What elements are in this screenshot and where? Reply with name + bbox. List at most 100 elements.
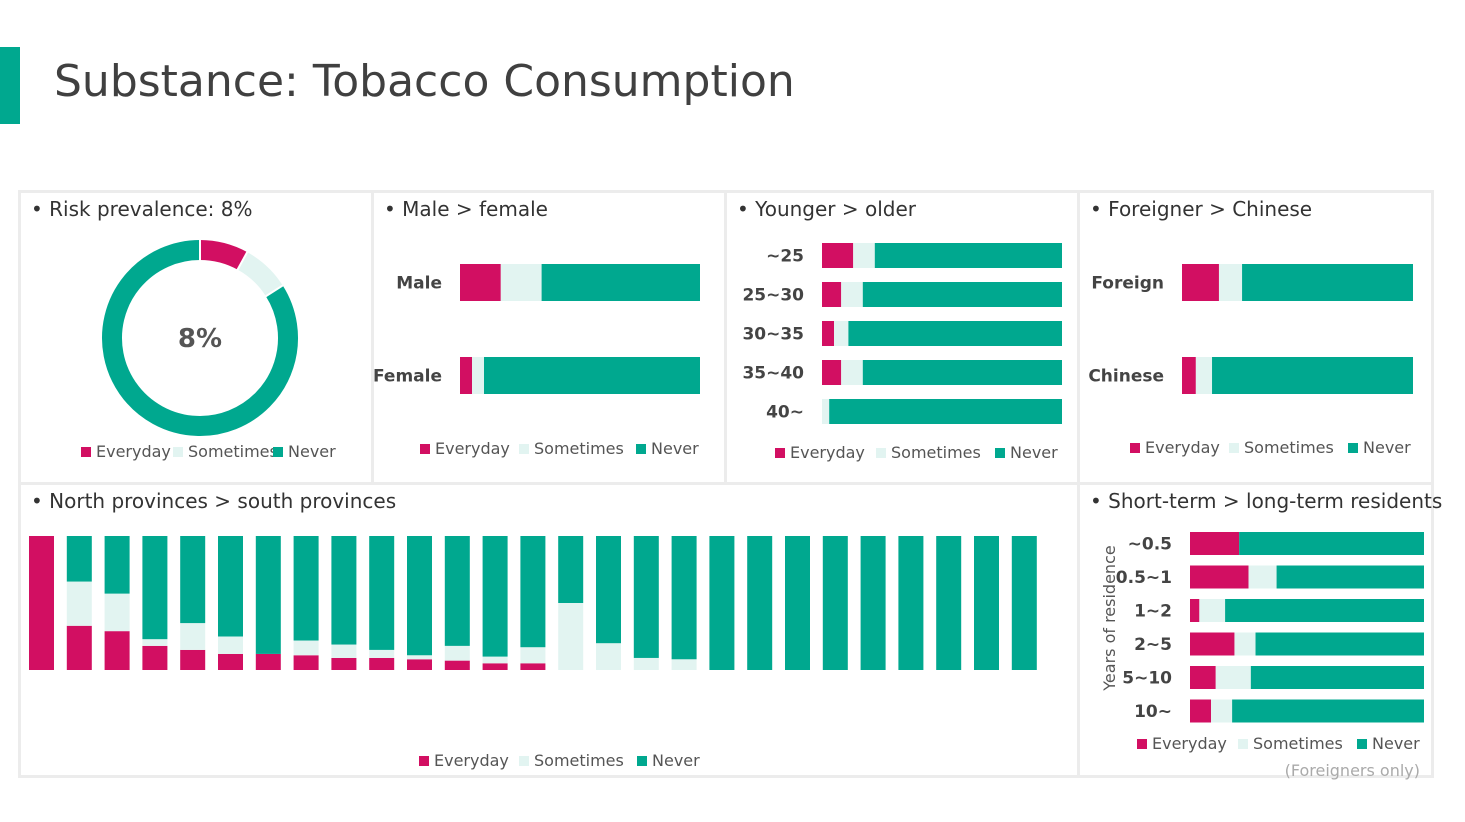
- y-axis-label: Years of residence: [1100, 545, 1119, 691]
- bar-segment-never: [1255, 632, 1424, 656]
- legend-swatch-everyday: [420, 444, 430, 454]
- bar-segment-sometimes: [596, 643, 621, 670]
- provinces-bar-chart: Everyday Sometimes Never: [29, 536, 1037, 770]
- bar-segment-never: [747, 536, 773, 670]
- category-label: ~0.5: [1128, 535, 1172, 555]
- bar-segment-never: [1212, 357, 1413, 394]
- legend-label-sometimes: Sometimes: [534, 439, 624, 458]
- category-label: 10~: [1134, 702, 1172, 722]
- age-bar-chart: ~25 25~30 30~35 35~40 40~ Everyday Sometimes Ne…: [742, 243, 1062, 462]
- legend-swatch-sometimes: [1238, 739, 1248, 749]
- bar-segment-sometimes: [671, 659, 697, 670]
- panel-title: • Risk prevalence: 8%: [31, 197, 253, 221]
- bar-segment-everyday: [331, 657, 357, 670]
- bar-segment-never: [974, 536, 999, 670]
- bar-segment-never: [898, 536, 924, 670]
- bar-segment-sometimes: [331, 644, 357, 658]
- panel-nationality: • Foreigner > Chinese Foreign Chinese Ever…: [1077, 190, 1434, 485]
- bar-segment-never: [331, 536, 357, 645]
- donut-slice-sometimes: [237, 252, 283, 297]
- bar-segment-sometimes: [633, 657, 659, 670]
- bar-segment-sometimes: [1248, 565, 1277, 589]
- bar-segment-never: [1225, 599, 1424, 622]
- bar-segment-everyday: [822, 321, 834, 346]
- bar-segment-everyday: [29, 536, 54, 670]
- bar-segment-everyday: [822, 360, 842, 385]
- legend-swatch-never: [1357, 739, 1367, 749]
- bar-segment-sometimes: [407, 655, 432, 660]
- legend-label-never: Never: [1010, 443, 1058, 462]
- bar-segment-never: [104, 536, 130, 594]
- bar-segment-everyday: [1190, 532, 1240, 555]
- category-label: 2~5: [1134, 635, 1172, 655]
- bar-segment-sometimes: [104, 593, 130, 632]
- bar-segment-sometimes: [841, 282, 863, 307]
- bar-segment-never: [520, 536, 546, 648]
- bar-segment-never: [142, 536, 168, 640]
- bar-segment-never: [709, 536, 735, 670]
- legend-swatch-sometimes: [519, 444, 529, 454]
- legend-swatch-sometimes: [876, 448, 886, 458]
- bar-segment-sometimes: [1215, 666, 1251, 689]
- bar-segment-never: [180, 536, 206, 624]
- bar-segment-sometimes: [1195, 357, 1213, 394]
- legend-label-sometimes: Sometimes: [1253, 734, 1343, 753]
- category-label: 35~40: [742, 364, 804, 384]
- legend-label-everyday: Everyday: [435, 439, 510, 458]
- legend-label-never: Never: [1372, 734, 1420, 753]
- panel-gender: • Male > female Male Female Everyday Someti…: [371, 190, 727, 485]
- legend-swatch-never: [995, 448, 1005, 458]
- title-accent-bar: [0, 47, 20, 124]
- bar-segment-everyday: [1190, 632, 1235, 656]
- bar-segment-never: [671, 536, 697, 660]
- panel-provinces: • North provinces > south provinces Ever…: [18, 482, 1080, 778]
- bar-segment-everyday: [407, 659, 432, 670]
- legend-label-everyday: Everyday: [1152, 734, 1227, 753]
- bar-segment-never: [860, 536, 886, 670]
- panel-title: • Foreigner > Chinese: [1090, 197, 1313, 221]
- legend-swatch-never: [273, 447, 283, 457]
- bar-segment-never: [874, 243, 1062, 268]
- bar-segment-everyday: [482, 663, 508, 670]
- bar-segment-never: [848, 321, 1062, 346]
- panel-title: • Male > female: [384, 197, 548, 221]
- legend-swatch-never: [636, 444, 646, 454]
- legend-swatch-everyday: [1130, 443, 1140, 453]
- legend-swatch-everyday: [1137, 739, 1147, 749]
- category-label: ~25: [766, 247, 804, 267]
- page-title: Substance: Tobacco Consumption: [54, 56, 795, 107]
- bar-segment-never: [822, 536, 848, 670]
- legend-swatch-sometimes: [173, 447, 183, 457]
- bar-segment-sometimes: [1218, 264, 1243, 301]
- panel-risk-prevalence: • Risk prevalence: 8% 8% Everyday Sometime…: [18, 190, 374, 485]
- bar-segment-never: [829, 399, 1062, 424]
- legend-label-never: Never: [1363, 438, 1411, 457]
- bar-segment-sometimes: [841, 360, 863, 385]
- bar-segment-sometimes: [444, 645, 470, 661]
- legend-label-never: Never: [651, 439, 699, 458]
- bar-segment-never: [1276, 565, 1424, 589]
- legend-swatch-sometimes: [519, 756, 529, 766]
- bar-segment-everyday: [460, 357, 472, 394]
- bar-segment-never: [369, 536, 395, 650]
- bar-segment-never: [1250, 666, 1424, 689]
- bar-segment-everyday: [1190, 599, 1200, 622]
- bar-segment-everyday: [369, 657, 395, 670]
- bar-segment-sometimes: [500, 264, 542, 301]
- bar-segment-everyday: [1190, 699, 1212, 723]
- donut-chart: 8% Everyday Sometimes Never: [81, 239, 336, 461]
- bar-segment-everyday: [293, 655, 319, 670]
- panel-title: • Younger > older: [737, 197, 917, 221]
- bar-segment-never: [255, 536, 281, 654]
- bar-segment-everyday: [1190, 666, 1216, 689]
- legend-label-never: Never: [288, 442, 336, 461]
- legend-swatch-everyday: [775, 448, 785, 458]
- legend-label-everyday: Everyday: [96, 442, 171, 461]
- legend-swatch-everyday: [419, 756, 429, 766]
- donut-separator: [236, 250, 249, 272]
- bar-segment-sometimes: [218, 636, 243, 654]
- legend-swatch-everyday: [81, 447, 91, 457]
- category-label: 5~10: [1122, 669, 1172, 689]
- bar-segment-sometimes: [1234, 632, 1256, 656]
- bar-segment-everyday: [460, 264, 501, 301]
